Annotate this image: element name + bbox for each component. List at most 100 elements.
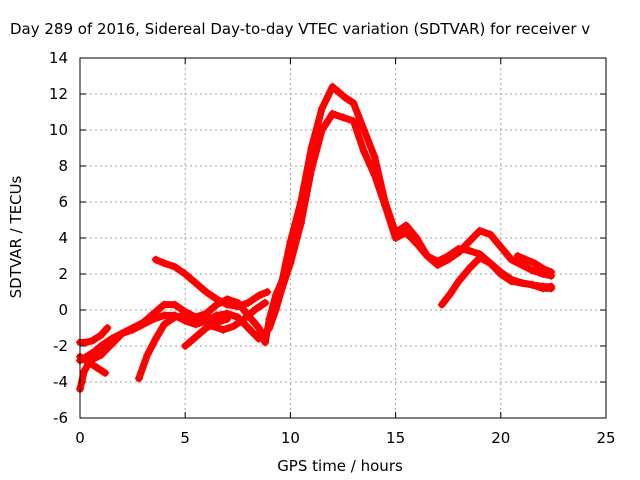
y-tick-label: 6 <box>58 193 68 211</box>
x-tick-label: 15 <box>386 429 405 447</box>
data-point <box>296 219 305 228</box>
data-series-4 <box>134 298 270 383</box>
y-tick-label: 0 <box>58 301 68 319</box>
data-point <box>391 234 400 242</box>
data-series-5 <box>151 255 272 311</box>
data-point <box>513 252 522 260</box>
data-point <box>200 316 209 325</box>
data-point <box>80 367 89 376</box>
data-point <box>475 253 484 262</box>
data-point <box>261 298 270 307</box>
data-point <box>170 313 179 322</box>
chart-title: Day 289 of 2016, Sidereal Day-to-day VTE… <box>10 20 590 38</box>
data-point <box>128 325 137 334</box>
data-point <box>118 329 127 338</box>
data-point <box>370 171 379 179</box>
data-point <box>328 109 337 118</box>
data-point <box>265 324 274 332</box>
data-point <box>88 336 97 345</box>
x-tick-label: 5 <box>180 429 190 447</box>
series-trace <box>76 110 555 364</box>
y-tick-label: 12 <box>49 85 68 103</box>
data-point <box>454 277 463 286</box>
data-point <box>82 338 91 347</box>
data-point <box>496 243 505 251</box>
data-point <box>528 280 537 289</box>
data-point <box>317 126 326 134</box>
data-point <box>191 313 200 322</box>
data-point <box>191 279 200 287</box>
y-tick-label: -6 <box>53 409 68 427</box>
data-point <box>84 358 93 367</box>
data-point <box>307 165 316 174</box>
data-point <box>349 117 358 125</box>
data-series-2 <box>76 324 112 347</box>
data-point <box>92 363 101 372</box>
data-point <box>143 351 152 359</box>
data-point <box>240 315 249 323</box>
data-point <box>402 228 411 237</box>
y-axis-label: SDTVAR / TECUs <box>7 175 25 298</box>
y-tick-label: 14 <box>49 49 68 67</box>
data-point <box>530 259 539 268</box>
data-point <box>202 309 211 318</box>
data-point <box>229 322 238 331</box>
data-point <box>402 221 411 230</box>
data-point <box>103 324 112 332</box>
series-trace <box>76 83 555 393</box>
data-point <box>412 239 421 248</box>
data-point <box>370 153 379 161</box>
data-point <box>339 113 347 122</box>
x-tick-label: 0 <box>75 429 85 447</box>
data-point <box>454 244 463 253</box>
data-point <box>170 262 179 271</box>
data-point <box>181 270 190 278</box>
data-point <box>160 320 169 329</box>
data-point <box>191 333 200 341</box>
data-layer <box>76 82 556 394</box>
data-point <box>191 320 200 329</box>
data-point <box>328 82 337 91</box>
y-tick-label: 4 <box>58 229 68 247</box>
data-point <box>149 315 158 323</box>
data-point <box>507 255 516 264</box>
data-point <box>547 268 556 277</box>
data-point <box>151 255 160 264</box>
x-tick-label: 20 <box>491 429 510 447</box>
data-point <box>212 295 221 304</box>
tick-labels: 0 5 10 15 20 25 -6 -4 -2 0 2 4 6 8 10 12 14 <box>49 49 616 447</box>
data-point <box>212 318 221 327</box>
x-axis-label: GPS time / hours <box>277 457 403 475</box>
data-point <box>465 264 474 273</box>
axis-ticks <box>79 57 607 419</box>
data-point <box>517 279 526 287</box>
data-point <box>271 306 280 314</box>
data-point <box>219 325 228 334</box>
data-point <box>341 93 350 102</box>
plot-frame <box>79 57 607 419</box>
data-point <box>223 315 232 323</box>
data-point <box>538 284 547 293</box>
data-point <box>277 284 286 293</box>
data-point <box>349 99 358 107</box>
data-series-6 <box>181 315 232 350</box>
data-point <box>465 246 474 255</box>
data-point <box>423 252 432 260</box>
data-point <box>360 126 369 134</box>
data-point <box>139 320 148 329</box>
data-point <box>475 226 484 235</box>
data-point <box>486 259 495 268</box>
data-point <box>202 288 211 296</box>
data-point <box>433 257 442 266</box>
y-tick-label: 2 <box>58 265 68 283</box>
data-point <box>254 324 263 332</box>
data-point <box>107 334 116 343</box>
data-point <box>317 104 326 113</box>
data-point <box>437 300 446 309</box>
data-point <box>360 147 369 156</box>
data-point <box>517 261 526 269</box>
x-tick-label: 10 <box>281 429 300 447</box>
data-point <box>170 300 179 309</box>
data-point <box>254 291 263 300</box>
